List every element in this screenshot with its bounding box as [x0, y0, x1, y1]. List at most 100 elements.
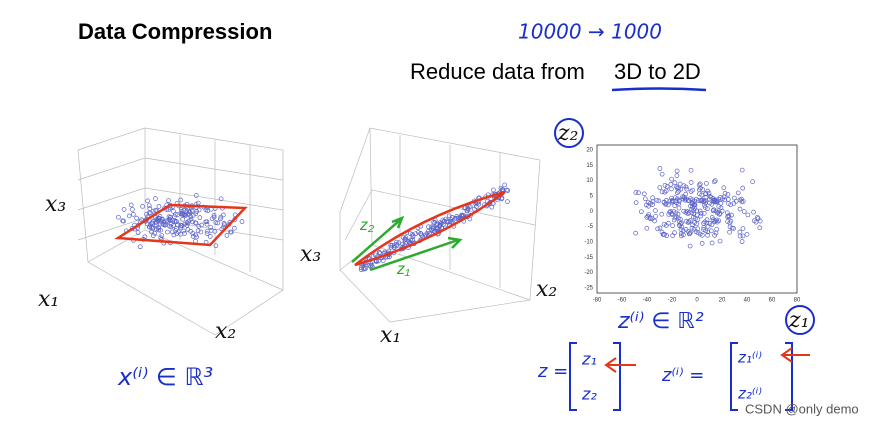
dot — [714, 217, 719, 223]
dot — [677, 181, 683, 187]
dot — [709, 222, 715, 228]
dot — [147, 206, 153, 211]
dot — [153, 207, 158, 213]
dot — [178, 197, 184, 203]
dot — [499, 196, 505, 202]
dot — [668, 182, 674, 187]
dot — [672, 180, 678, 186]
dot — [130, 212, 136, 217]
dot — [150, 233, 156, 239]
dot — [389, 243, 395, 248]
dot — [633, 190, 639, 195]
dot — [377, 250, 382, 256]
dot — [691, 202, 697, 208]
dot — [358, 267, 364, 272]
bracket — [730, 342, 793, 411]
dot — [204, 219, 210, 225]
y-tick-label: 15 — [586, 163, 593, 169]
dot — [672, 215, 678, 221]
dot — [751, 218, 757, 224]
dot — [664, 184, 670, 189]
dot — [137, 244, 143, 250]
dot — [729, 225, 735, 231]
dot — [692, 206, 698, 211]
dot — [688, 189, 694, 194]
dot — [491, 187, 496, 193]
dot — [218, 216, 223, 222]
dot — [185, 206, 191, 212]
dot — [147, 224, 153, 230]
dot — [677, 222, 682, 228]
dot — [659, 211, 665, 217]
formula-lhs: z⁽ⁱ⁾ = — [661, 365, 704, 386]
dot — [707, 194, 713, 199]
point-cloud — [116, 193, 245, 250]
dot — [489, 204, 495, 210]
dot — [218, 196, 224, 202]
dot — [698, 210, 704, 216]
dot — [655, 226, 660, 232]
dot — [192, 220, 198, 226]
dot — [163, 222, 168, 228]
dot — [737, 233, 743, 239]
dot — [203, 207, 209, 213]
dot — [712, 178, 718, 184]
ticks: -80 -60 -40 -20 0 20 40 60 80 20 15 10 5 0 -5 -10 -15 -20… — [584, 148, 801, 304]
dot — [739, 239, 745, 244]
dot — [165, 219, 171, 224]
dot — [207, 234, 213, 239]
x-tick-label: 60 — [769, 298, 776, 304]
y-tick-label: -5 — [588, 224, 594, 230]
dot — [687, 230, 693, 236]
watermark: CSDN @only demo — [745, 401, 859, 416]
arrow-label: z₁ — [396, 261, 410, 278]
dot — [442, 219, 447, 224]
axis-label: x₃ — [300, 242, 321, 267]
dot — [403, 235, 409, 240]
dot — [659, 189, 665, 195]
dot — [429, 228, 434, 233]
axis-label: x₂ — [215, 319, 236, 344]
dot — [190, 234, 196, 239]
plane-outline — [114, 203, 248, 247]
dot — [669, 186, 674, 192]
dot — [750, 179, 756, 185]
dot — [717, 211, 723, 216]
arrow-label: z₂ — [359, 217, 374, 234]
dot — [418, 231, 424, 237]
y-tick-label: 0 — [590, 209, 594, 215]
y-tick-label: -20 — [584, 270, 593, 276]
dot — [128, 202, 134, 208]
dot — [149, 229, 154, 235]
dot — [403, 236, 409, 242]
dot — [672, 230, 677, 236]
dot — [186, 212, 192, 217]
dot — [144, 211, 149, 217]
dot — [380, 258, 386, 263]
dot — [636, 190, 641, 196]
axis-label: x₂ — [536, 277, 557, 302]
x-tick-label: 20 — [719, 298, 726, 304]
dot — [121, 207, 127, 212]
y-tick-label: 5 — [590, 194, 594, 200]
dot — [739, 196, 744, 202]
dot — [167, 223, 172, 229]
dot — [665, 202, 671, 208]
dot — [212, 229, 218, 234]
dot — [686, 197, 692, 203]
dot — [178, 231, 184, 237]
dot — [193, 193, 199, 198]
dot — [148, 210, 153, 216]
dot — [174, 219, 179, 225]
dot — [465, 208, 470, 214]
matrix-entry: z₁ — [581, 350, 597, 369]
dot — [641, 191, 647, 197]
dot — [644, 225, 650, 231]
dot — [393, 239, 399, 245]
y-tick-label: -10 — [584, 240, 593, 246]
axis-label: x₃ — [45, 192, 66, 217]
dot — [129, 207, 135, 212]
dot — [679, 233, 684, 239]
dot — [159, 233, 165, 238]
dot — [718, 205, 724, 211]
